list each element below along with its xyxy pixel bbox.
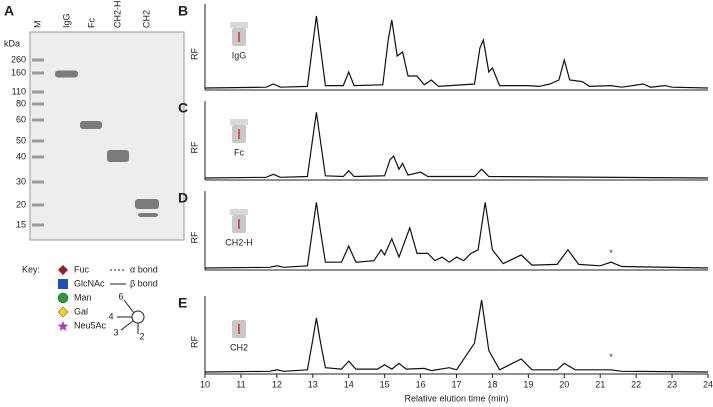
- kda-label: 160: [11, 67, 26, 77]
- protein-band: [135, 199, 159, 209]
- kda-label: 60: [16, 114, 26, 124]
- kda-label: 50: [16, 135, 26, 145]
- trace: [204, 112, 709, 179]
- x-tick-label: 14: [344, 379, 354, 389]
- protein-band: [138, 213, 158, 217]
- x-axis-label: Relative elution time (min): [404, 393, 508, 403]
- marker-band: [32, 180, 44, 184]
- kda-label: 80: [16, 98, 26, 108]
- lane-label: IgG: [61, 13, 71, 28]
- key-item: Man: [74, 292, 92, 302]
- x-tick-label: 13: [308, 379, 318, 389]
- annotation: *: [609, 352, 613, 362]
- gel: [29, 31, 185, 241]
- trace: [204, 15, 709, 89]
- trace: [204, 202, 709, 269]
- x-tick-label: 18: [487, 379, 497, 389]
- panel-label: E: [178, 295, 187, 311]
- linkage-label: 2: [139, 331, 144, 341]
- antibody-icon: [230, 119, 248, 125]
- key-bond: β bond: [130, 278, 158, 288]
- marker-band: [32, 71, 44, 75]
- trace: [204, 299, 709, 373]
- key-bond: α bond: [130, 264, 158, 274]
- linkage-label: 4: [108, 311, 113, 321]
- antibody-icon: [230, 209, 248, 215]
- x-tick-label: 12: [272, 379, 282, 389]
- x-tick-label: 21: [595, 379, 605, 389]
- y-axis-label: RF: [189, 231, 199, 243]
- panel-label: D: [178, 190, 188, 206]
- annotation: *: [609, 248, 613, 258]
- x-tick-label: 23: [667, 379, 677, 389]
- marker-band: [32, 203, 44, 207]
- protein-band: [55, 70, 78, 78]
- y-axis-label: RF: [189, 141, 199, 153]
- key-title: Key:: [22, 264, 40, 274]
- x-tick-label: 10: [200, 379, 210, 389]
- x-tick-label: 24: [703, 379, 713, 389]
- panel-label: B: [178, 3, 188, 19]
- key-item: Fuc: [74, 264, 90, 274]
- marker-band: [32, 58, 44, 62]
- x-tick-label: 22: [631, 379, 641, 389]
- x-tick-label: 16: [416, 379, 426, 389]
- marker-band: [32, 139, 44, 143]
- marker-band: [32, 118, 44, 122]
- sample-label: Fc: [234, 147, 244, 157]
- protein-band: [107, 150, 129, 162]
- x-tick-label: 11: [236, 379, 245, 389]
- lane-label: CH2: [141, 10, 151, 28]
- linkage-label: 3: [113, 327, 118, 337]
- sample-label: IgG: [232, 50, 247, 60]
- lane-label: Fc: [86, 18, 96, 28]
- x-tick-label: 20: [559, 379, 569, 389]
- marker-band: [32, 102, 44, 106]
- x-tick-label: 17: [451, 379, 461, 389]
- x-tick-label: 19: [523, 379, 533, 389]
- gel-unit: kDa: [4, 38, 20, 48]
- marker-band: [32, 223, 44, 227]
- lane-label: CH2-H: [112, 0, 122, 28]
- key-item: Gal: [74, 306, 88, 316]
- kda-label: 260: [11, 54, 26, 64]
- key-item: GlcNAc: [74, 278, 105, 288]
- kda-label: 110: [12, 86, 26, 96]
- panel-label: A: [4, 3, 14, 19]
- kda-label: 15: [16, 219, 26, 229]
- x-tick-label: 15: [380, 379, 390, 389]
- linkage-label: 6: [118, 291, 123, 301]
- kda-label: 40: [16, 151, 26, 161]
- protein-band: [80, 121, 102, 129]
- antibody-icon: [230, 22, 248, 28]
- kda-label: 30: [16, 176, 26, 186]
- y-axis-label: RF: [189, 336, 199, 348]
- key-item: Neu5Ac: [74, 320, 107, 330]
- marker-band: [32, 155, 44, 159]
- sample-label: CH2: [230, 342, 248, 352]
- lane-label: M: [32, 21, 42, 29]
- y-axis-label: RF: [189, 48, 199, 60]
- marker-band: [32, 90, 44, 94]
- panel-label: C: [178, 100, 188, 116]
- key-symbols: [57, 265, 145, 334]
- kda-label: 20: [16, 199, 26, 209]
- sample-label: CH2-H: [225, 237, 253, 247]
